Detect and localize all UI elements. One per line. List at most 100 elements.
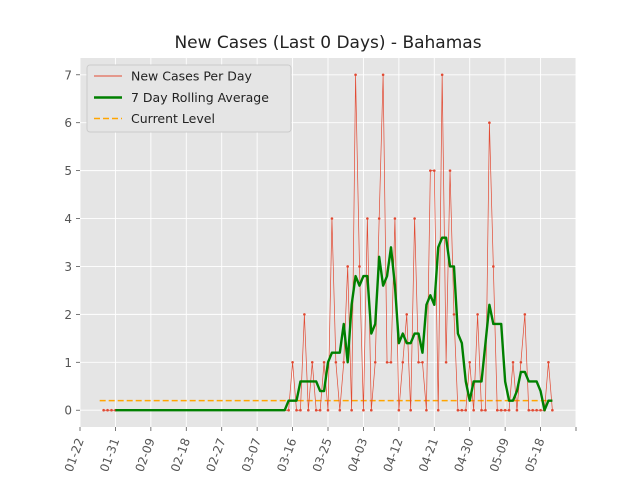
daily-point xyxy=(444,361,448,364)
daily-point xyxy=(370,408,373,412)
y-tick-label: 0 xyxy=(64,404,72,418)
x-tick-label: 02-27 xyxy=(203,436,228,474)
daily-point xyxy=(381,73,385,77)
x-tick-label: 02-18 xyxy=(168,436,193,474)
daily-point xyxy=(397,408,401,412)
daily-point xyxy=(417,361,420,364)
daily-point xyxy=(110,408,113,412)
daily-point xyxy=(362,408,365,412)
x-tick-label: 04-21 xyxy=(416,436,441,474)
chart-title: New Cases (Last 0 Days) - Bahamas xyxy=(174,33,481,53)
daily-point xyxy=(429,169,432,172)
daily-point xyxy=(358,265,361,268)
daily-point xyxy=(322,361,326,364)
x-tick-label: 04-30 xyxy=(451,436,476,474)
daily-point xyxy=(456,408,460,412)
daily-point xyxy=(303,313,306,316)
daily-point xyxy=(310,361,314,364)
x-tick-label: 04-12 xyxy=(381,436,406,474)
daily-point xyxy=(405,313,409,316)
daily-point xyxy=(106,408,109,412)
legend-label-daily: New Cases Per Day xyxy=(131,69,252,84)
legend-label-current: Current Level xyxy=(131,111,215,126)
daily-point xyxy=(287,408,290,412)
daily-point xyxy=(291,361,294,364)
daily-point xyxy=(503,408,507,412)
y-tick-label: 5 xyxy=(64,164,72,178)
y-tick-label: 4 xyxy=(64,212,72,226)
daily-point xyxy=(551,408,554,412)
daily-point xyxy=(354,73,357,77)
legend-box xyxy=(86,64,292,133)
daily-point xyxy=(480,408,483,412)
daily-point xyxy=(334,361,338,364)
daily-point xyxy=(377,217,381,220)
daily-point xyxy=(432,169,436,172)
daily-point xyxy=(539,408,542,412)
x-tick-label: 03-16 xyxy=(274,436,299,474)
daily-point xyxy=(476,313,479,316)
daily-point xyxy=(385,361,389,364)
daily-point xyxy=(511,361,515,364)
daily-point xyxy=(452,313,456,316)
daily-point xyxy=(464,408,468,412)
daily-point xyxy=(102,408,105,412)
x-tick-label: 05-09 xyxy=(487,436,512,474)
daily-point xyxy=(342,361,346,364)
daily-point xyxy=(499,408,503,412)
daily-point xyxy=(314,408,318,412)
legend-label-rolling: 7 Day Rolling Average xyxy=(131,90,269,105)
daily-point xyxy=(527,408,531,412)
x-tick-label: 01-31 xyxy=(97,436,122,474)
daily-point xyxy=(531,408,534,412)
daily-point xyxy=(472,408,475,412)
x-axis: 01-22 01-31 02-09 02-18 02-27 03-07 03-16 03-25… xyxy=(62,427,577,474)
daily-point xyxy=(488,121,491,124)
y-tick-label: 3 xyxy=(64,260,72,274)
daily-point xyxy=(366,217,369,220)
daily-point xyxy=(393,217,397,220)
daily-point xyxy=(535,408,538,412)
daily-point xyxy=(299,408,302,412)
x-tick-label: 04-03 xyxy=(345,436,370,474)
y-tick-label: 6 xyxy=(64,116,72,130)
x-tick-label: 02-09 xyxy=(133,436,158,474)
y-tick-label: 7 xyxy=(64,68,72,82)
legend: New Cases Per Day 7 Day Rolling Average … xyxy=(86,64,292,133)
daily-point xyxy=(460,408,464,412)
daily-point xyxy=(507,408,511,412)
series-group xyxy=(99,73,554,412)
daily-point xyxy=(409,408,412,412)
daily-point xyxy=(421,361,424,364)
y-tick-label: 2 xyxy=(64,308,72,322)
daily-point xyxy=(484,408,487,412)
daily-point xyxy=(295,408,298,412)
daily-point xyxy=(389,361,393,364)
daily-point xyxy=(401,361,405,364)
x-tick-label: 03-25 xyxy=(310,436,335,474)
daily-point xyxy=(307,408,310,412)
daily-point xyxy=(338,408,342,412)
daily-point xyxy=(547,361,550,364)
y-axis: 0 1 2 3 4 5 6 7 xyxy=(64,68,80,418)
daily-point xyxy=(346,265,349,268)
series-rolling-average xyxy=(115,236,553,412)
daily-point xyxy=(330,217,334,220)
x-tick-label: 03-07 xyxy=(239,436,264,474)
daily-point xyxy=(495,408,499,412)
daily-point xyxy=(413,217,416,220)
daily-point xyxy=(523,313,527,316)
daily-point xyxy=(440,73,444,77)
y-tick-label: 1 xyxy=(64,356,72,370)
daily-point xyxy=(326,408,330,412)
x-tick-label: 05-18 xyxy=(522,436,547,474)
daily-point xyxy=(448,169,452,172)
daily-point xyxy=(373,361,377,364)
daily-point xyxy=(436,408,440,412)
x-tick-label: 01-22 xyxy=(62,436,87,474)
daily-point xyxy=(492,265,495,268)
daily-point xyxy=(515,408,519,412)
daily-point xyxy=(318,408,322,412)
daily-point xyxy=(425,408,428,412)
